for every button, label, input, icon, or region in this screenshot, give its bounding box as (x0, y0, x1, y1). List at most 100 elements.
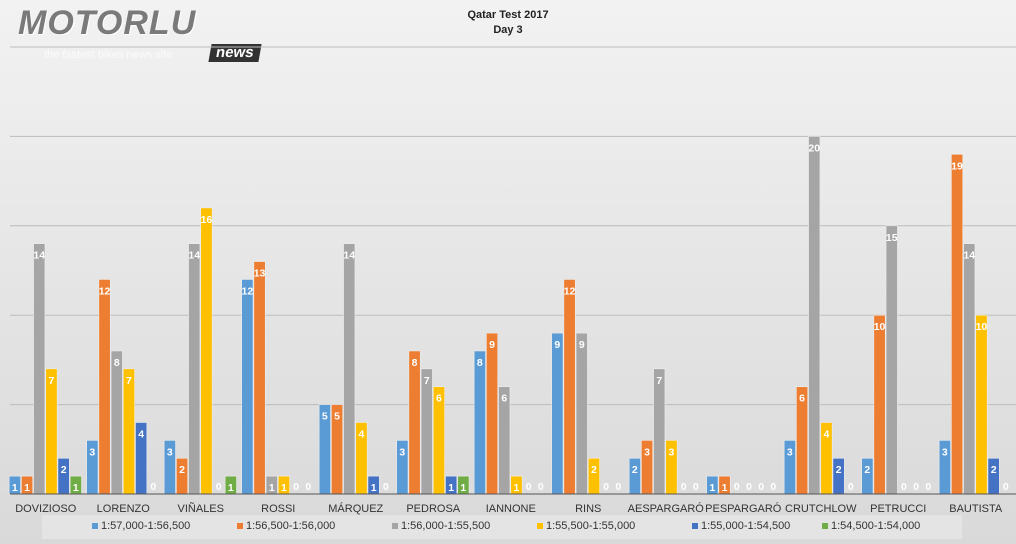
category-label: CRUTCHLOW (785, 503, 857, 515)
chart-title-block: Qatar Test 2017 Day 3 (350, 8, 666, 38)
data-label: 1 (73, 482, 79, 494)
bar (200, 207, 213, 495)
data-label: 19 (951, 160, 963, 172)
data-label: 3 (89, 446, 95, 458)
bar (45, 368, 58, 495)
data-label: 3 (399, 446, 405, 458)
data-label: 15 (886, 232, 898, 244)
data-label: 1 (228, 482, 234, 494)
bar (473, 350, 486, 495)
category-label: VIÑALES (178, 502, 224, 515)
bar (33, 243, 46, 495)
data-label: 2 (632, 464, 638, 476)
category-label: BAUTISTA (949, 503, 1003, 515)
legend-swatch (822, 523, 828, 530)
data-label: 12 (564, 285, 576, 297)
logo-wordmark: MOTORLU (18, 4, 197, 42)
data-label: 0 (383, 481, 389, 493)
legend-swatch (692, 523, 698, 530)
bar (188, 243, 201, 495)
bar (253, 261, 266, 495)
data-label: 14 (33, 250, 45, 262)
bar (420, 368, 433, 495)
data-label: 9 (579, 339, 585, 351)
data-label: 0 (603, 481, 609, 493)
legend-item: 1:56,000-1:55,500 (392, 520, 490, 532)
legend-swatch (537, 523, 543, 530)
bar (122, 368, 135, 495)
bar (551, 332, 564, 495)
data-label: 1 (460, 482, 466, 494)
chart-subtitle: Day 3 (493, 24, 523, 36)
data-label: 9 (489, 339, 495, 351)
legend-item: 1:54,500-1:54,000 (822, 520, 920, 532)
data-label: 8 (114, 357, 120, 369)
legend-item: 1:57,000-1:56,500 (92, 520, 190, 532)
data-label: 13 (254, 268, 266, 280)
data-label: 0 (734, 481, 740, 493)
data-label: 16 (201, 214, 213, 226)
legend-label: 1:55,500-1:55,000 (546, 520, 636, 532)
data-label: 1 (371, 482, 377, 494)
data-label: 1 (709, 482, 715, 494)
data-label: 1 (12, 482, 18, 494)
data-label: 10 (874, 321, 886, 333)
data-label: 6 (501, 393, 507, 405)
data-label: 3 (644, 446, 650, 458)
data-label: 0 (305, 481, 311, 493)
legend-label: 1:57,000-1:56,500 (101, 520, 191, 532)
bar (408, 350, 421, 495)
data-label: 8 (477, 357, 483, 369)
legend: 1:57,000-1:56,500 1:56,500-1:56,000 1:56,0… (42, 515, 962, 539)
bar (563, 279, 576, 495)
data-label: 14 (343, 250, 355, 262)
category-label: LORENZO (97, 503, 151, 515)
legend-swatch (392, 523, 398, 530)
legend-swatch (237, 523, 243, 530)
data-label: 0 (848, 481, 854, 493)
data-label: 1 (24, 482, 30, 494)
legend-item: 1:55,000-1:54,500 (692, 520, 790, 532)
data-label: 0 (901, 481, 907, 493)
data-label: 5 (322, 411, 328, 423)
legend-swatch (92, 523, 98, 530)
data-label: 6 (436, 393, 442, 405)
bar (110, 350, 123, 495)
data-label: 12 (242, 285, 254, 297)
data-label: 0 (681, 481, 687, 493)
legend-item: 1:55,500-1:55,000 (537, 520, 635, 532)
data-label: 4 (824, 428, 830, 440)
data-label: 0 (216, 481, 222, 493)
data-label: 3 (787, 446, 793, 458)
data-label: 0 (615, 481, 621, 493)
data-label: 14 (188, 250, 200, 262)
data-label: 4 (359, 428, 365, 440)
data-label: 3 (669, 446, 675, 458)
motorlu-logo: MOTORLU the fastest bikes news site news (14, 4, 274, 66)
data-label: 1 (722, 482, 728, 494)
data-label: 0 (693, 481, 699, 493)
data-label: 7 (126, 375, 132, 387)
bar (951, 153, 964, 495)
data-label: 12 (99, 285, 111, 297)
category-label: DOVIZIOSO (15, 503, 77, 515)
data-label: 7 (49, 375, 55, 387)
bar (653, 368, 666, 495)
bar (486, 332, 499, 495)
bar (808, 136, 821, 495)
data-label: 2 (836, 464, 842, 476)
data-label: 2 (591, 464, 597, 476)
data-label: 3 (942, 446, 948, 458)
data-label: 2 (61, 464, 67, 476)
data-label: 1 (281, 482, 287, 494)
data-label: 0 (150, 481, 156, 493)
category-label: RINS (575, 503, 601, 515)
legend-item: 1:56,500-1:56,000 (237, 520, 335, 532)
bar (98, 279, 111, 495)
data-label: 0 (913, 481, 919, 493)
data-label: 0 (770, 481, 776, 493)
data-label: 1 (269, 482, 275, 494)
legend-label: 1:56,000-1:55,500 (401, 520, 491, 532)
data-label: 0 (1003, 481, 1009, 493)
